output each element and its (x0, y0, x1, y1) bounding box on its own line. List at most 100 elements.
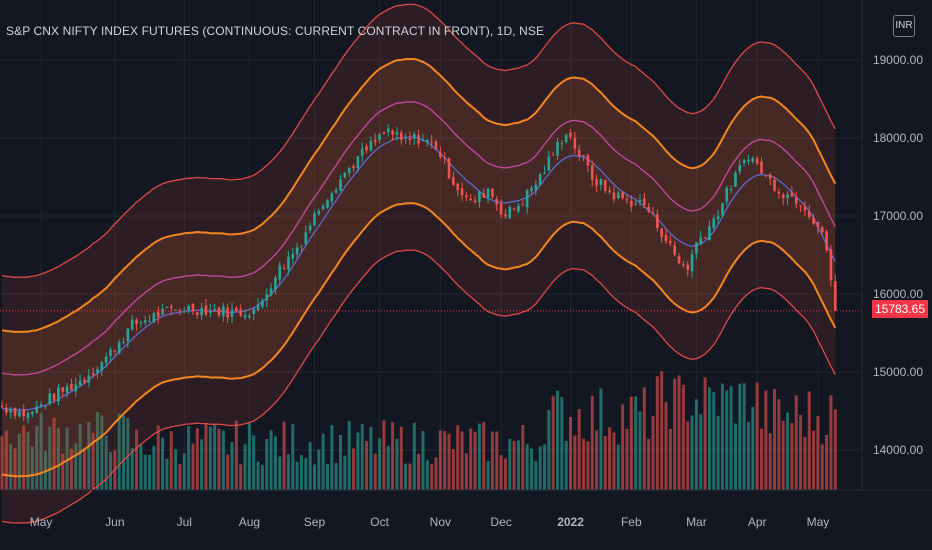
candle-body (282, 267, 286, 269)
candle-body (343, 172, 347, 178)
volume-bar (816, 416, 820, 490)
candle-body (647, 206, 650, 212)
candle-body (556, 142, 559, 156)
volume-bar (87, 421, 91, 490)
volume-bar (760, 428, 763, 490)
candle-body (365, 146, 368, 151)
candle-body (439, 151, 442, 157)
volume-bar (746, 421, 750, 490)
time-tick-label: May (30, 515, 53, 529)
candles (0, 124, 837, 424)
candle-body (96, 369, 99, 374)
candle-body (547, 156, 551, 171)
volume-bar (230, 442, 234, 490)
candle-body (573, 137, 577, 149)
price-tick-label: 15000.00 (873, 365, 923, 379)
band-inner-upper (1, 58, 837, 333)
candle-body (682, 264, 685, 266)
candle-body (395, 132, 399, 135)
volume-bar (786, 412, 790, 490)
candle-body (321, 205, 325, 210)
volume-bar (534, 461, 538, 490)
volume-bar (551, 396, 555, 490)
candle-body (87, 375, 91, 383)
price-tick-label: 14000.00 (873, 443, 923, 457)
volume-bar (169, 431, 173, 490)
candle-body (664, 234, 668, 242)
candle-body (747, 159, 750, 162)
candle-body (447, 158, 451, 178)
volume-bar (26, 431, 30, 490)
volume-bar (143, 454, 147, 490)
candle-body (91, 373, 95, 375)
candle-body (256, 304, 260, 311)
candle-body (773, 179, 776, 191)
volume-bar (56, 427, 60, 490)
candle-body (304, 232, 308, 245)
volume-bars (0, 371, 837, 490)
volume-bar (334, 462, 338, 490)
volume-bar (291, 424, 295, 490)
band-outer-upper (1, 3, 836, 278)
candle-body (495, 198, 499, 205)
volume-bar (681, 384, 685, 490)
volume-bar (295, 461, 299, 490)
volume-bar (460, 431, 464, 490)
candle-body (152, 313, 156, 323)
candle-body (499, 203, 503, 215)
volume-bar (130, 447, 134, 490)
candle-body (673, 245, 676, 255)
time-tick-label: Feb (621, 515, 642, 529)
time-tick-label: Dec (490, 515, 511, 529)
volume-bar (408, 463, 412, 490)
candle-body (330, 193, 334, 202)
time-tick-label: Mar (686, 515, 707, 529)
price-tick-label: 19000.00 (873, 53, 923, 67)
volume-bar (48, 426, 52, 490)
volume-bar (490, 431, 494, 490)
candle-body (794, 196, 798, 204)
volume-bar (135, 429, 139, 490)
volume-bar (187, 426, 191, 490)
volume-bar (252, 435, 256, 490)
candle-body (52, 393, 56, 401)
candle-body (551, 154, 555, 156)
candle-body (469, 198, 473, 201)
candle-body (378, 134, 381, 140)
candle-body (413, 134, 416, 139)
volume-bar (768, 433, 772, 490)
volume-bar (464, 453, 468, 490)
time-axis[interactable]: May Jun Jul Aug Sep Oct Nov Dec 2022 Feb Mar Apr May (0, 489, 932, 529)
volume-bar (226, 454, 230, 490)
currency-button[interactable]: INR (893, 15, 915, 37)
volume-bar (265, 439, 269, 490)
price-axis[interactable]: 14000.00 15000.00 16000.00 17000.00 18000.00… (861, 0, 923, 490)
candle-body (799, 205, 802, 207)
volume-bar (352, 448, 356, 490)
price-tick-label: 16000.00 (873, 287, 923, 301)
candle-body (326, 200, 329, 208)
volume-bar (178, 464, 182, 490)
volume-bar (35, 426, 39, 490)
candle-body (768, 174, 772, 179)
candle-body (169, 306, 173, 309)
volume-bar (694, 399, 698, 490)
candle-body (820, 227, 824, 233)
volume-bar (582, 438, 586, 490)
volume-bar (438, 430, 442, 490)
volume-bar (386, 445, 390, 490)
candle-body (65, 386, 69, 393)
volume-bar (707, 387, 711, 490)
volume-bar (421, 431, 425, 490)
volume-bar (564, 440, 568, 490)
volume-bar (790, 423, 794, 490)
candle-body (130, 319, 134, 330)
candle-body (187, 305, 190, 311)
candle-body (126, 328, 130, 342)
volume-bar (39, 412, 43, 490)
volume-bar (17, 433, 21, 490)
volume-bar (299, 455, 303, 490)
volume-bar (569, 417, 573, 490)
candle-body (399, 132, 403, 140)
